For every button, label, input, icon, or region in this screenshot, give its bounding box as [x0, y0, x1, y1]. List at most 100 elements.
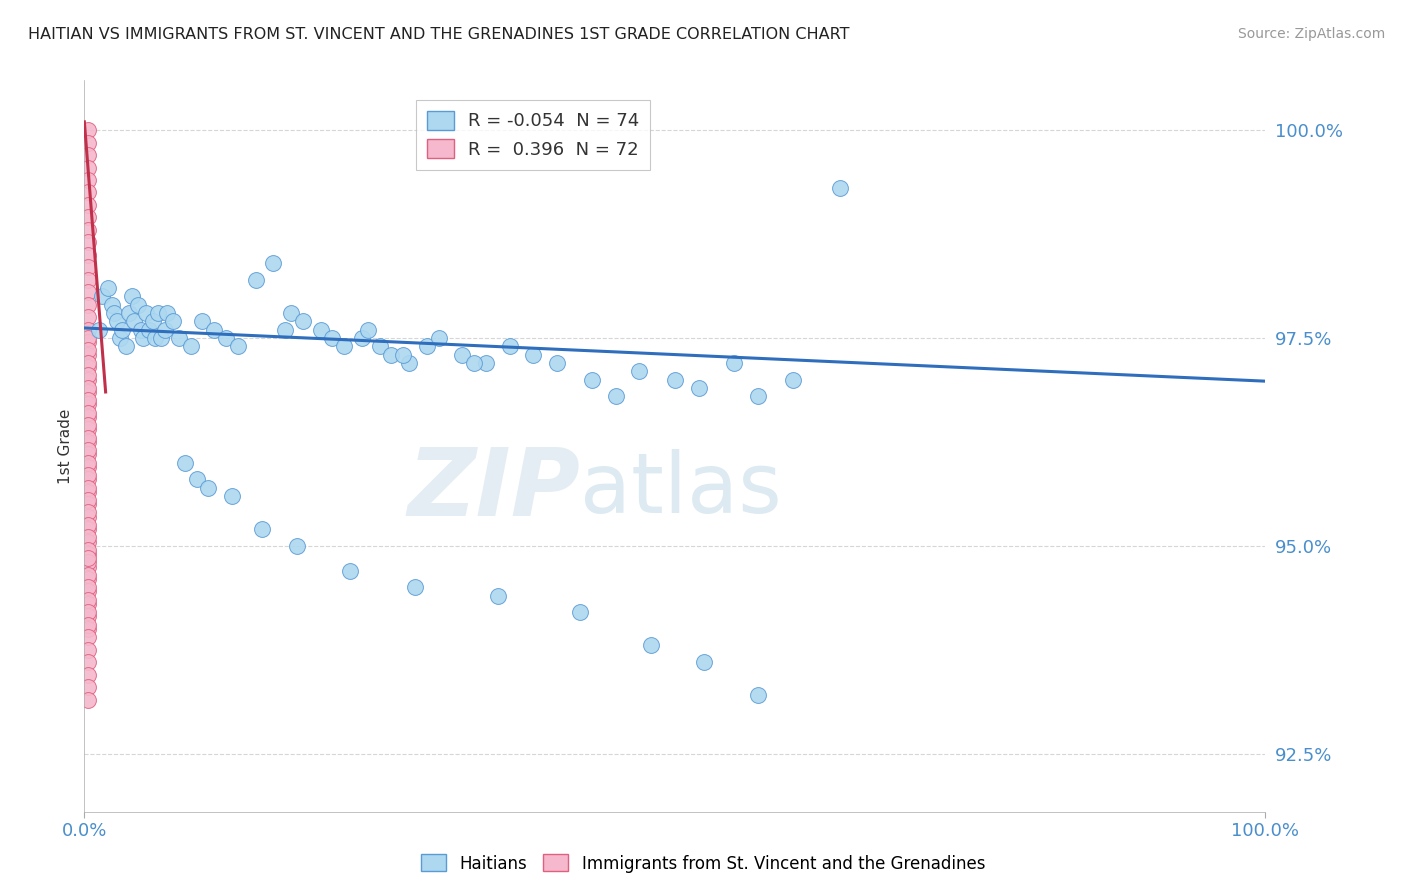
Point	[285, 539, 308, 553]
Point	[77, 642, 100, 657]
Point	[569, 605, 592, 619]
Point	[693, 655, 716, 669]
Point	[245, 273, 267, 287]
Point	[77, 542, 100, 557]
Point	[77, 447, 100, 461]
Point	[77, 443, 100, 458]
Point	[77, 692, 100, 706]
Point	[191, 314, 214, 328]
Point	[77, 655, 100, 669]
Point	[118, 306, 141, 320]
Point	[463, 356, 485, 370]
Point	[77, 248, 100, 262]
Point	[398, 356, 420, 370]
Point	[404, 580, 426, 594]
Point	[350, 331, 373, 345]
Point	[77, 431, 100, 445]
Point	[77, 384, 100, 399]
Point	[77, 343, 100, 358]
Point	[77, 393, 100, 408]
Point	[723, 356, 745, 370]
Point	[167, 331, 190, 345]
Point	[111, 323, 134, 337]
Point	[77, 148, 100, 162]
Point	[186, 472, 208, 486]
Point	[77, 617, 100, 632]
Point	[108, 331, 131, 345]
Point	[368, 339, 391, 353]
Point	[747, 389, 769, 403]
Point	[77, 592, 100, 607]
Point	[77, 622, 100, 636]
Point	[77, 555, 100, 569]
Point	[77, 434, 100, 449]
Point	[640, 639, 662, 653]
Point	[77, 584, 100, 599]
Point	[77, 468, 100, 483]
Point	[309, 323, 332, 337]
Point	[77, 459, 100, 474]
Text: HAITIAN VS IMMIGRANTS FROM ST. VINCENT AND THE GRENADINES 1ST GRADE CORRELATION : HAITIAN VS IMMIGRANTS FROM ST. VINCENT A…	[28, 27, 849, 42]
Point	[77, 186, 100, 200]
Point	[380, 347, 402, 361]
Point	[77, 551, 100, 566]
Point	[77, 356, 100, 370]
Point	[321, 331, 343, 345]
Point	[77, 298, 100, 312]
Point	[135, 306, 157, 320]
Point	[274, 323, 297, 337]
Point	[226, 339, 249, 353]
Point	[77, 381, 100, 395]
Point	[77, 359, 100, 374]
Point	[77, 493, 100, 508]
Point	[333, 339, 356, 353]
Point	[77, 173, 100, 187]
Point	[77, 331, 100, 345]
Point	[77, 534, 100, 549]
Point	[77, 123, 100, 137]
Point	[357, 323, 380, 337]
Point	[129, 323, 152, 337]
Point	[77, 368, 100, 383]
Point	[77, 506, 100, 520]
Point	[782, 372, 804, 386]
Point	[77, 335, 100, 350]
Text: ZIP: ZIP	[408, 444, 581, 536]
Point	[100, 298, 122, 312]
Point	[77, 347, 100, 361]
Point	[77, 397, 100, 411]
Point	[221, 489, 243, 503]
Point	[628, 364, 651, 378]
Point	[127, 298, 149, 312]
Point	[132, 331, 155, 345]
Point	[77, 630, 100, 644]
Point	[142, 314, 165, 328]
Point	[77, 198, 100, 212]
Y-axis label: 1st Grade: 1st Grade	[58, 409, 73, 483]
Point	[77, 667, 100, 681]
Point	[77, 509, 100, 524]
Point	[77, 597, 100, 611]
Point	[77, 472, 100, 486]
Point	[77, 260, 100, 275]
Point	[280, 306, 302, 320]
Point	[77, 136, 100, 150]
Point	[486, 589, 509, 603]
Point	[138, 323, 160, 337]
Point	[451, 347, 474, 361]
Legend: R = -0.054  N = 74, R =  0.396  N = 72: R = -0.054 N = 74, R = 0.396 N = 72	[416, 100, 651, 169]
Point	[77, 409, 100, 424]
Point	[250, 522, 273, 536]
Point	[77, 547, 100, 561]
Point	[77, 285, 100, 300]
Point	[146, 306, 169, 320]
Point	[392, 347, 415, 361]
Point	[103, 306, 125, 320]
Point	[77, 372, 100, 386]
Point	[77, 211, 100, 225]
Text: atlas: atlas	[581, 450, 782, 531]
Point	[77, 418, 100, 433]
Point	[156, 306, 179, 320]
Text: Source: ZipAtlas.com: Source: ZipAtlas.com	[1237, 27, 1385, 41]
Legend: Haitians, Immigrants from St. Vincent and the Grenadines: Haitians, Immigrants from St. Vincent an…	[413, 847, 993, 880]
